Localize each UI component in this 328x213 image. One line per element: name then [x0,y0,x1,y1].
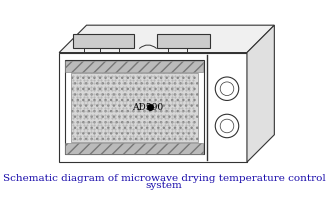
Bar [73,34,134,48]
Bar [157,34,210,48]
Polygon shape [59,25,274,53]
Bar [65,60,204,154]
Circle shape [220,82,234,96]
Bar [59,53,247,162]
Bar [65,61,203,72]
Text: AD590: AD590 [132,103,163,112]
Circle shape [220,119,234,133]
Polygon shape [247,25,274,162]
Bar [65,142,203,154]
Circle shape [215,77,239,101]
Text: system: system [146,181,182,190]
Text: Schematic diagram of microwave drying temperature control: Schematic diagram of microwave drying te… [3,174,325,183]
Bar [71,73,198,142]
Circle shape [215,114,239,138]
